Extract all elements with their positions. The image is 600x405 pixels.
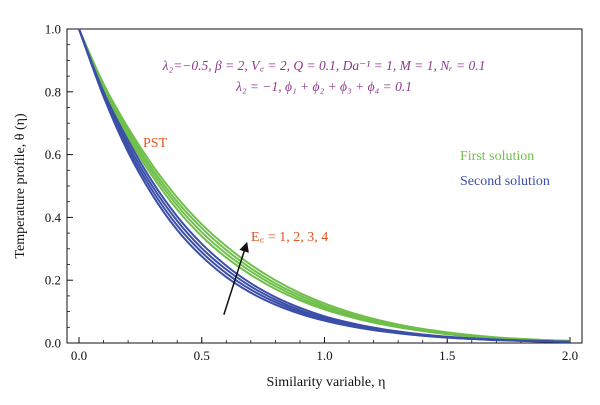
y-tick-label: 0.4 bbox=[45, 210, 62, 225]
y-tick-label: 0.8 bbox=[45, 84, 61, 99]
y-tick-label: 0.6 bbox=[45, 147, 62, 162]
parameters-line-2: λ₂ = −1, ϕ₁ + ϕ₂ + ϕ₃ + ϕ₄ = 0.1 bbox=[235, 79, 412, 94]
y-axis-title: Temperature profile, θ (η) bbox=[13, 113, 28, 259]
y-tick-label: 1.0 bbox=[45, 22, 61, 37]
x-axis-title: Similarity variable, η bbox=[267, 375, 386, 390]
legend-first-solution: First solution bbox=[460, 149, 534, 164]
second-solution-curve-ec-4 bbox=[78, 28, 571, 343]
x-tick-label: 0.0 bbox=[71, 348, 87, 363]
y-tick-label: 0.2 bbox=[45, 273, 61, 288]
ec-arrow-label: E꜀ = 1, 2, 3, 4 bbox=[251, 230, 328, 245]
x-tick-label: 0.5 bbox=[194, 348, 210, 363]
ec-increase-arrow bbox=[223, 241, 249, 315]
pst-label: PST bbox=[143, 136, 168, 151]
x-tick-label: 2.0 bbox=[562, 348, 578, 363]
parameters-line-1: λ₂=−0.5, β = 2, V꜀ = 2, Q = 0.1, Da⁻¹ = … bbox=[162, 58, 486, 73]
y-tick-label: 0.0 bbox=[45, 336, 61, 351]
legend-second-solution: Second solution bbox=[460, 174, 550, 189]
x-tick-label: 1.0 bbox=[316, 348, 332, 363]
curves-group bbox=[78, 28, 571, 343]
x-tick-label: 1.5 bbox=[439, 348, 455, 363]
first-solution-curve-ec-4 bbox=[78, 28, 571, 342]
